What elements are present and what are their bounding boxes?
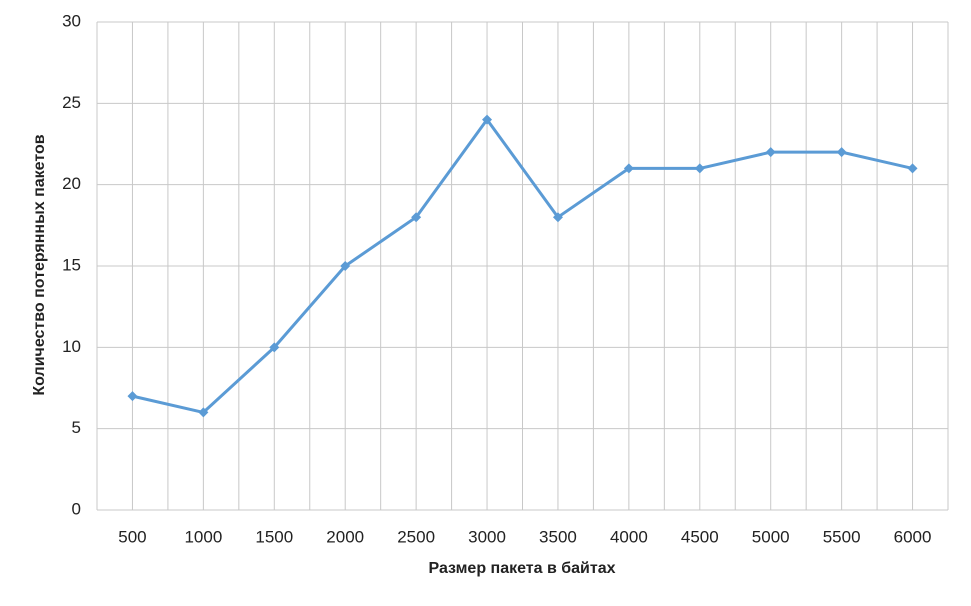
marker	[907, 163, 918, 174]
x-tick-label: 1500	[255, 527, 293, 546]
marker	[127, 391, 138, 402]
marker	[269, 342, 280, 353]
marker	[552, 212, 563, 223]
marker	[198, 407, 209, 418]
x-tick-label: 6000	[894, 527, 932, 546]
y-tick-label: 20	[62, 174, 81, 193]
x-tick-label: 2000	[326, 527, 364, 546]
y-tick-label: 30	[62, 11, 81, 30]
marker	[836, 147, 847, 158]
x-tick-label: 2500	[397, 527, 435, 546]
marker	[765, 147, 776, 158]
line	[132, 118, 913, 414]
y-tick-label: 10	[62, 337, 81, 356]
marker	[482, 114, 493, 125]
y-tick-label: 15	[62, 255, 81, 274]
y-tick-label: 25	[62, 93, 81, 112]
x-tick-label: 5000	[752, 527, 790, 546]
x-axis-title: Размер пакета в байтах	[428, 560, 615, 577]
y-tick-label: 0	[72, 499, 81, 518]
marker	[623, 163, 634, 174]
y-tick-label: 5	[72, 418, 81, 437]
x-tick-label: 5500	[823, 527, 861, 546]
x-tick-label: 500	[118, 527, 146, 546]
x-tick-label: 3500	[539, 527, 577, 546]
x-tick-label: 4000	[610, 527, 648, 546]
x-tick-label: 1000	[184, 527, 222, 546]
marker	[340, 261, 351, 271]
x-tick-label: 4500	[681, 527, 719, 546]
y-axis-title: Количество потерянных пакетов	[31, 134, 48, 395]
marker	[411, 212, 422, 223]
x-tick-label: 3000	[468, 527, 506, 546]
marker	[694, 163, 705, 174]
